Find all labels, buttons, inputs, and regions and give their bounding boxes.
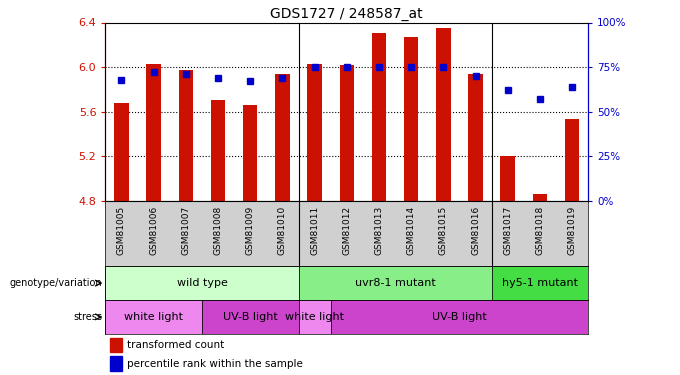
Text: white light: white light	[285, 312, 344, 322]
Bar	[469, 74, 483, 201]
Text: percentile rank within the sample: percentile rank within the sample	[126, 359, 303, 369]
Bar	[275, 74, 290, 201]
Bar	[105, 266, 299, 300]
Text: stress: stress	[73, 312, 102, 322]
Bar	[299, 266, 492, 300]
Text: genotype/variation: genotype/variation	[10, 278, 102, 288]
Text: transformed count: transformed count	[126, 340, 224, 350]
Bar	[404, 37, 418, 201]
Text: GSM81007: GSM81007	[182, 206, 190, 255]
Bar	[114, 103, 129, 201]
Bar	[339, 65, 354, 201]
Bar	[500, 156, 515, 201]
Bar	[146, 64, 161, 201]
Text: uvr8-1 mutant: uvr8-1 mutant	[355, 278, 435, 288]
Text: GSM81016: GSM81016	[471, 206, 480, 255]
Bar	[436, 28, 451, 201]
Bar	[492, 266, 588, 300]
Bar	[211, 100, 225, 201]
Text: GSM81012: GSM81012	[342, 206, 352, 255]
Text: wild type: wild type	[177, 278, 227, 288]
Text: GSM81009: GSM81009	[245, 206, 255, 255]
Text: GSM81014: GSM81014	[407, 206, 415, 255]
Text: white light: white light	[124, 312, 183, 322]
Text: GSM81015: GSM81015	[439, 206, 448, 255]
Text: GSM81013: GSM81013	[375, 206, 384, 255]
Bar	[532, 194, 547, 201]
Text: GSM81019: GSM81019	[568, 206, 577, 255]
Text: GSM81011: GSM81011	[310, 206, 319, 255]
Text: hy5-1 mutant: hy5-1 mutant	[502, 278, 578, 288]
Bar	[110, 338, 122, 352]
Text: UV-B light: UV-B light	[223, 312, 277, 322]
Text: GSM81006: GSM81006	[149, 206, 158, 255]
Bar	[372, 33, 386, 201]
Bar	[179, 70, 193, 201]
Text: GSM81005: GSM81005	[117, 206, 126, 255]
Bar	[105, 300, 202, 334]
Bar	[299, 300, 330, 334]
Text: GSM81017: GSM81017	[503, 206, 512, 255]
Bar	[307, 64, 322, 201]
Bar	[565, 119, 579, 201]
Bar	[202, 300, 299, 334]
Bar	[243, 105, 258, 201]
Text: UV-B light: UV-B light	[432, 312, 487, 322]
Text: GSM81010: GSM81010	[278, 206, 287, 255]
Text: GSM81008: GSM81008	[214, 206, 222, 255]
Bar	[330, 300, 588, 334]
Text: GSM81018: GSM81018	[535, 206, 545, 255]
Title: GDS1727 / 248587_at: GDS1727 / 248587_at	[271, 8, 423, 21]
Bar	[110, 357, 122, 371]
